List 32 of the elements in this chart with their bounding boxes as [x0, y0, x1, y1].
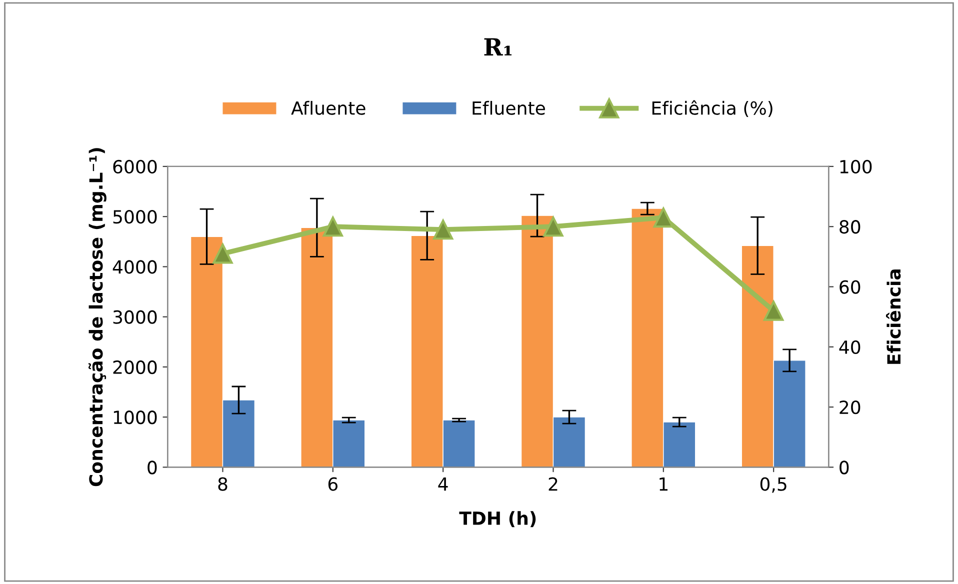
y-tick-label: 2000	[113, 360, 157, 374]
y-tick-label: 3000	[113, 310, 157, 324]
y-axis-title: Concentração de lactose (mg.L⁻¹)	[88, 148, 106, 486]
x-tick-label: 8	[218, 477, 228, 491]
y2-tick-label: 60	[840, 280, 860, 294]
y-tick-label: 1000	[114, 410, 157, 424]
x-tick-label: 6	[328, 477, 338, 491]
y2-tick-label: 80	[840, 220, 860, 234]
point	[212, 244, 233, 264]
y2-axis-title: Eficiência	[886, 270, 901, 364]
point	[653, 207, 674, 228]
y-tick-label: 6000	[113, 160, 157, 174]
y-tick-label: 4000	[112, 260, 157, 274]
y-tick-label: 0	[148, 460, 157, 474]
y2-tick-label: 40	[839, 340, 860, 354]
x-tick-label: 0,5	[760, 477, 786, 493]
x-tick-label: 2	[548, 477, 558, 491]
point	[764, 300, 784, 321]
y2-tick-label: 100	[840, 160, 872, 174]
y2-tick-label: 0	[840, 460, 849, 474]
legend-label: Eficiência (%)	[652, 100, 772, 118]
x-tick-label: 1	[660, 477, 668, 491]
y2-tick-label: 20	[840, 400, 860, 414]
y-tick-label: 5000	[113, 210, 157, 224]
chart-title: R₁	[484, 38, 512, 56]
legend-label: Afluente	[291, 100, 366, 115]
point	[543, 216, 564, 237]
x-axis-title: TDH (h)	[459, 511, 536, 528]
point	[433, 220, 454, 240]
x-tick-label: 4	[438, 477, 448, 491]
point	[322, 216, 343, 237]
legend-label: Efluente	[472, 100, 545, 115]
